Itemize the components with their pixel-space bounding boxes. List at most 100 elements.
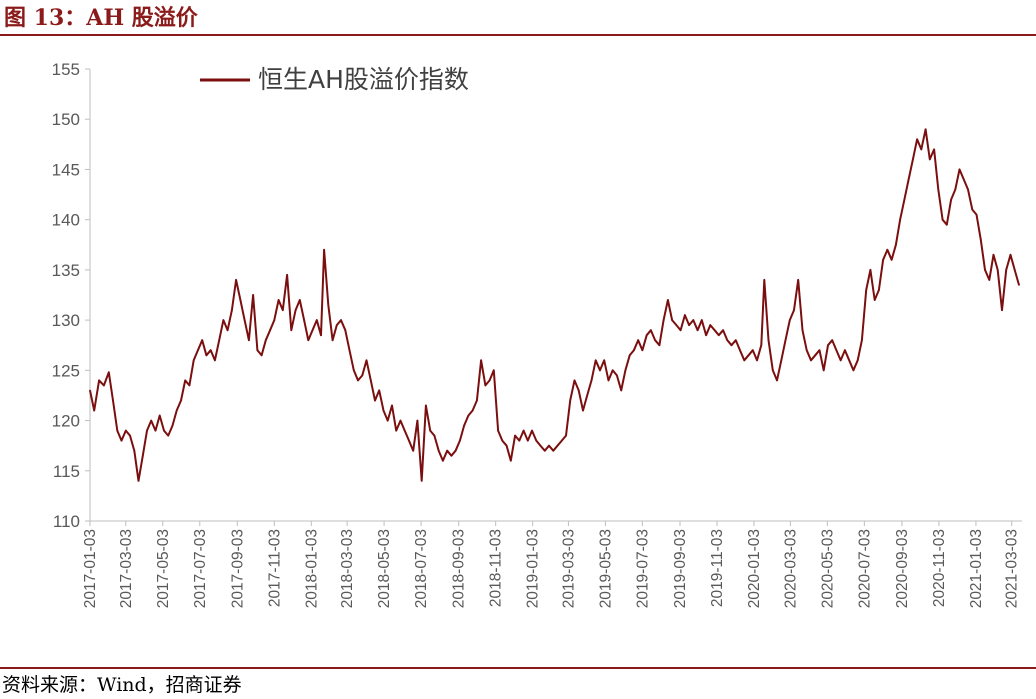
data-point bbox=[895, 244, 897, 246]
data-point bbox=[582, 409, 584, 412]
y-tick-label: 145 bbox=[52, 160, 80, 179]
data-point bbox=[856, 359, 859, 362]
data-point bbox=[903, 198, 906, 201]
data-point bbox=[412, 449, 415, 452]
data-point bbox=[912, 158, 914, 161]
y-tick-label: 110 bbox=[53, 512, 80, 531]
data-point bbox=[772, 369, 774, 372]
data-point bbox=[480, 359, 482, 362]
x-tick-label: 2018-03-03 bbox=[339, 529, 356, 608]
data-point bbox=[701, 319, 703, 321]
data-point bbox=[831, 339, 833, 342]
data-point bbox=[108, 371, 110, 374]
data-point bbox=[493, 369, 495, 372]
data-point bbox=[476, 399, 478, 402]
data-point bbox=[175, 409, 178, 412]
data-point bbox=[743, 359, 746, 362]
data-point bbox=[133, 449, 136, 452]
x-tick-label: 2021-01-03 bbox=[968, 529, 985, 608]
data-point bbox=[514, 434, 516, 437]
data-point bbox=[535, 439, 538, 442]
data-point bbox=[980, 239, 982, 241]
data-point bbox=[518, 439, 521, 442]
data-point bbox=[586, 394, 588, 397]
y-tick-label: 125 bbox=[52, 361, 80, 380]
data-point bbox=[226, 329, 229, 332]
data-point bbox=[767, 339, 770, 342]
data-point bbox=[265, 339, 267, 342]
data-point bbox=[286, 274, 288, 276]
title-rule bbox=[0, 34, 1036, 36]
x-tick-label: 2017-03-03 bbox=[118, 529, 135, 608]
data-point bbox=[303, 319, 305, 321]
data-point bbox=[709, 324, 712, 326]
data-point bbox=[188, 384, 191, 387]
data-point bbox=[184, 379, 186, 382]
x-tick-label: 2018-07-03 bbox=[413, 529, 430, 608]
data-point bbox=[488, 379, 491, 382]
data-point bbox=[294, 309, 297, 311]
data-point bbox=[852, 369, 855, 372]
data-point bbox=[886, 249, 889, 251]
data-point bbox=[637, 339, 639, 342]
data-point bbox=[975, 213, 978, 216]
data-point bbox=[243, 319, 246, 321]
data-point bbox=[378, 389, 381, 392]
data-point bbox=[684, 314, 686, 316]
data-point bbox=[450, 454, 453, 457]
data-point bbox=[150, 419, 152, 422]
data-point bbox=[726, 339, 729, 342]
data-point bbox=[763, 279, 766, 281]
data-point bbox=[963, 178, 965, 181]
data-point bbox=[171, 424, 174, 427]
data-point bbox=[692, 319, 695, 321]
data-point bbox=[218, 339, 220, 342]
y-tick-label: 130 bbox=[52, 311, 80, 330]
x-axis: 2017-01-03 2017-03-03 2017-05-03 2017-07-03… bbox=[82, 520, 1022, 608]
x-tick-label: 2020-03-03 bbox=[782, 529, 799, 608]
data-point bbox=[561, 439, 563, 442]
y-axis: 110 115 120 125 130 135 140 145 150 155 bbox=[52, 60, 91, 531]
data-point bbox=[260, 354, 263, 357]
data-point bbox=[420, 480, 423, 482]
data-point bbox=[937, 188, 940, 191]
x-tick-label: 2019-11-03 bbox=[709, 529, 726, 607]
x-tick-label: 2018-01-03 bbox=[303, 529, 320, 608]
data-point bbox=[197, 349, 199, 352]
y-tick-label: 150 bbox=[52, 110, 80, 129]
data-point bbox=[929, 158, 931, 161]
data-point bbox=[594, 359, 597, 362]
data-point bbox=[971, 208, 974, 211]
data-point bbox=[336, 324, 338, 326]
data-point bbox=[735, 339, 737, 342]
y-tick-label: 120 bbox=[52, 412, 80, 431]
data-point bbox=[679, 329, 682, 332]
x-tick-label: 2020-09-03 bbox=[894, 529, 911, 608]
data-point bbox=[235, 279, 237, 281]
x-tick-label: 2017-01-03 bbox=[82, 529, 99, 608]
data-point bbox=[93, 409, 95, 412]
data-point bbox=[548, 444, 550, 447]
data-point bbox=[565, 434, 567, 437]
y-tick-label: 115 bbox=[53, 462, 80, 481]
data-point bbox=[425, 404, 427, 407]
data-point bbox=[827, 344, 829, 347]
data-point bbox=[718, 334, 720, 337]
data-point bbox=[222, 319, 225, 321]
data-point bbox=[569, 399, 571, 402]
data-point bbox=[467, 414, 470, 417]
data-point bbox=[984, 269, 986, 271]
data-point bbox=[544, 449, 546, 452]
data-point bbox=[967, 188, 969, 191]
data-point bbox=[116, 429, 119, 432]
data-point bbox=[192, 359, 195, 362]
data-point bbox=[437, 449, 440, 452]
data-point bbox=[429, 429, 432, 432]
data-point bbox=[239, 299, 242, 301]
data-point bbox=[248, 339, 250, 342]
data-point bbox=[810, 359, 812, 362]
data-point bbox=[924, 128, 927, 131]
data-point bbox=[214, 359, 216, 362]
data-point bbox=[442, 459, 444, 462]
data-point bbox=[878, 289, 880, 291]
